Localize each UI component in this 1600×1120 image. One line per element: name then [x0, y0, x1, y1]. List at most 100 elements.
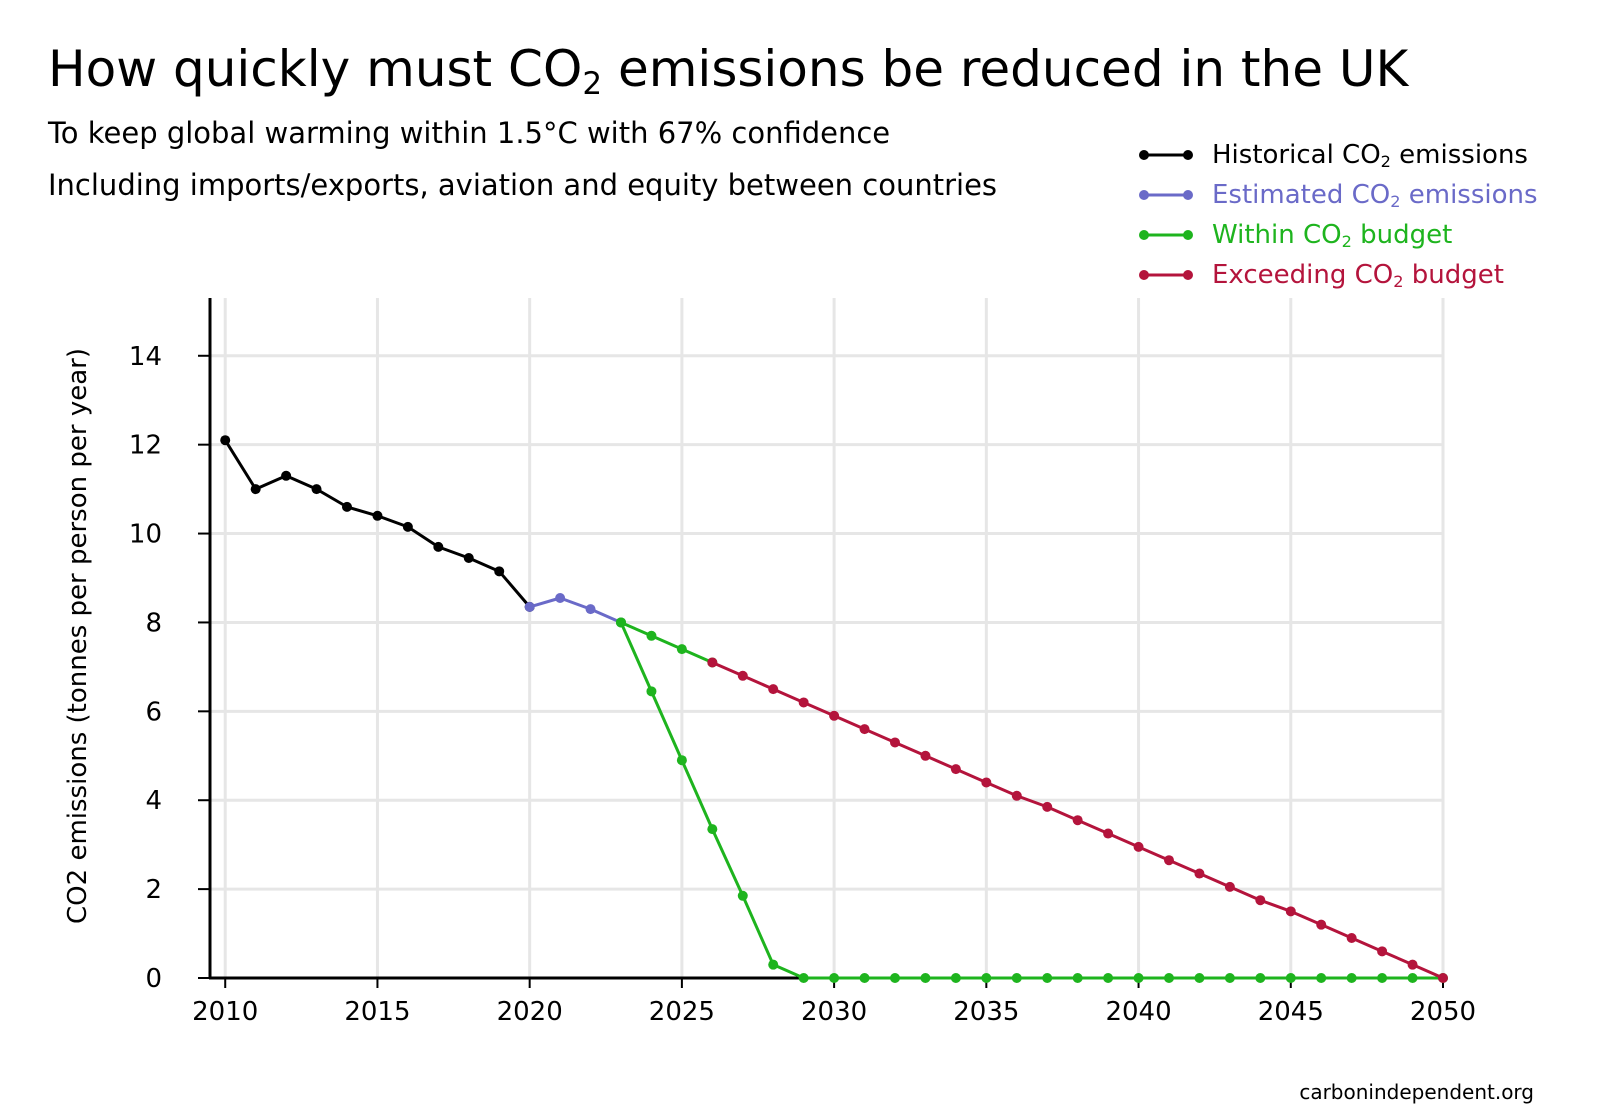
series-line: [620, 621, 713, 664]
data-point: [1224, 881, 1235, 892]
legend-label-text: Estimated CO: [1212, 180, 1391, 210]
data-point: [798, 973, 809, 983]
chart-title-text-end: emissions be reduced in the UK: [602, 40, 1409, 98]
legend-swatch-exceeding: [1139, 270, 1193, 280]
chart-title-subscript: 2: [582, 65, 603, 102]
legend-swatch-historical: [1139, 150, 1193, 160]
x-tick-label: 2025: [649, 997, 715, 1027]
x-tick-label: 2035: [953, 997, 1019, 1027]
data-point: [890, 737, 900, 748]
x-tick-label: 2045: [1258, 997, 1324, 1027]
y-tick-label: 2: [145, 875, 162, 905]
legend-swatch-marker: [1139, 270, 1149, 280]
y-tick-label: 14: [129, 342, 162, 372]
data-point: [707, 657, 718, 668]
data-point: [1133, 841, 1144, 852]
data-point: [1042, 973, 1053, 983]
data-point: [1103, 973, 1114, 983]
data-point: [1438, 973, 1448, 983]
legend-swatch-within: [1139, 230, 1193, 240]
legend-label-text: Exceeding CO: [1212, 260, 1394, 290]
legend-swatch-marker: [1183, 230, 1193, 240]
y-tick-label: 0: [145, 964, 162, 994]
x-tick-label: 2020: [497, 997, 563, 1027]
legend-swatch-marker: [1183, 190, 1193, 200]
data-point: [555, 593, 566, 603]
legend-label-text-end: emissions: [1400, 180, 1538, 210]
y-tick-label: 6: [145, 697, 162, 727]
legend-label-subscript: 2: [1390, 192, 1401, 212]
data-point: [1194, 973, 1205, 983]
data-point: [1103, 828, 1114, 839]
data-point: [646, 686, 657, 697]
data-point: [768, 684, 779, 695]
legend-swatch-marker: [1139, 230, 1149, 240]
chart-subtitle-1: To keep global warming within 1.5°C with…: [48, 116, 891, 150]
data-point: [737, 890, 748, 901]
data-point: [1346, 933, 1357, 943]
data-point: [1011, 973, 1022, 983]
data-point: [981, 777, 992, 788]
x-tick-label: 2050: [1410, 997, 1476, 1027]
data-point: [1346, 973, 1357, 983]
chart-title-text: How quickly must CO: [48, 40, 583, 98]
data-point: [220, 435, 231, 446]
data-point: [616, 617, 626, 628]
series-line: [619, 621, 1443, 980]
data-point: [1072, 973, 1083, 983]
legend-label-text: Historical CO: [1212, 140, 1381, 170]
data-point: [1164, 855, 1174, 866]
x-tick-label: 2010: [192, 997, 258, 1027]
data-point: [798, 697, 809, 708]
data-point: [1377, 946, 1388, 957]
data-point: [250, 484, 261, 495]
legend-swatch-marker: [1183, 150, 1193, 160]
chart-subtitle-2: Including imports/exports, aviation and …: [48, 168, 998, 202]
data-point: [311, 484, 322, 495]
y-tick-label: 4: [145, 786, 162, 816]
data-point: [676, 755, 687, 766]
legend-label-text-end: budget: [1403, 260, 1504, 290]
legend-label-subscript: 2: [1393, 272, 1404, 292]
data-point: [1316, 973, 1327, 983]
legend-label-text: Within CO: [1212, 220, 1342, 250]
data-point: [1072, 815, 1083, 826]
legend-label-text-end: budget: [1351, 220, 1453, 250]
legend-label-subscript: 2: [1380, 152, 1391, 172]
data-point: [1224, 973, 1235, 983]
data-point: [1042, 801, 1053, 812]
data-point: [1407, 959, 1418, 970]
data-point: [768, 959, 779, 970]
data-point: [281, 470, 292, 481]
y-axis-label: CO2 emissions (tonnes per person per yea…: [63, 348, 93, 924]
data-point: [646, 630, 657, 641]
data-point: [737, 670, 748, 681]
data-point: [1133, 973, 1144, 983]
legend-label-subscript: 2: [1341, 232, 1352, 252]
legend-swatch-estimated: [1139, 190, 1193, 200]
data-point: [859, 724, 870, 735]
y-tick-label: 8: [145, 608, 162, 638]
x-tick-label: 2040: [1105, 997, 1171, 1027]
x-tick-label: 2030: [801, 997, 867, 1027]
data-point: [494, 566, 505, 577]
source-credit: carbonindependent.org: [1299, 1080, 1534, 1104]
data-point: [676, 644, 687, 655]
data-point: [342, 501, 352, 512]
data-point: [829, 973, 840, 983]
series-line: [529, 596, 622, 624]
data-point: [890, 973, 900, 983]
data-point: [920, 750, 931, 761]
data-point: [1194, 868, 1205, 879]
data-point: [920, 973, 931, 983]
legend-label-within: Within CO2 budget: [1212, 220, 1452, 250]
data-point: [950, 764, 961, 775]
data-point: [859, 973, 870, 983]
data-point: [585, 604, 596, 615]
data-point: [463, 553, 474, 563]
x-tick-label: 2015: [344, 997, 410, 1027]
data-point: [1164, 973, 1174, 983]
y-tick-label: 10: [129, 520, 162, 550]
data-point: [829, 710, 840, 721]
